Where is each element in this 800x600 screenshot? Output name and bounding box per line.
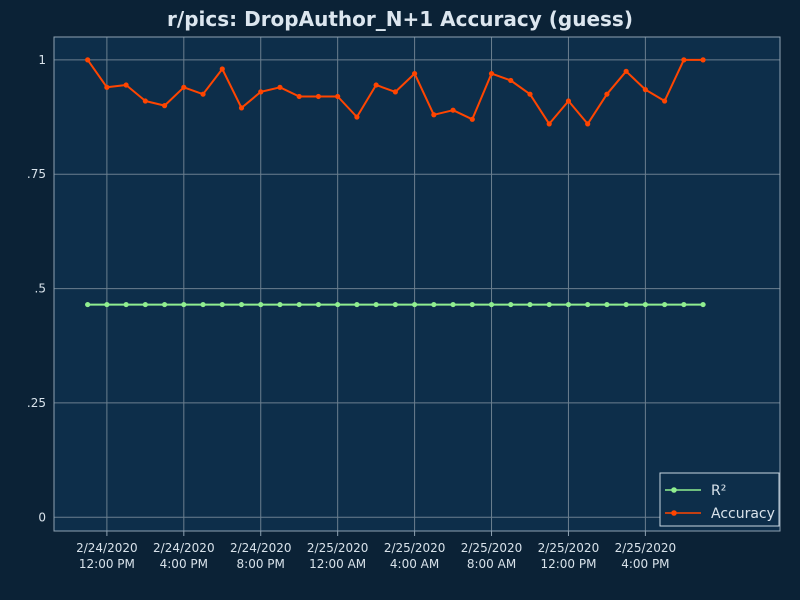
data-point-r2 (258, 301, 264, 308)
x-tick-label-date: 2/25/2020 (384, 541, 446, 555)
data-point-r2 (104, 301, 110, 308)
data-point-accuracy (604, 91, 610, 97)
data-point-accuracy (411, 70, 418, 77)
data-point-accuracy (335, 93, 341, 100)
data-point-accuracy (565, 98, 572, 104)
y-tick-label: 1 (38, 53, 46, 67)
data-point-r2 (85, 301, 91, 308)
data-point-r2 (431, 301, 437, 308)
legend-label-accuracy: Accuracy (711, 506, 775, 522)
data-point-accuracy (546, 121, 552, 127)
x-tick-label-time: 8:00 PM (237, 557, 285, 571)
y-tick-label: .5 (35, 282, 46, 296)
data-point-accuracy (623, 68, 629, 74)
data-point-accuracy (277, 84, 283, 90)
legend-box (659, 472, 780, 527)
data-point-accuracy (315, 93, 322, 100)
data-point-accuracy (258, 89, 264, 95)
data-point-accuracy (431, 112, 437, 118)
data-point-r2 (335, 301, 341, 308)
data-point-r2 (585, 301, 591, 308)
y-tick-label: .75 (27, 167, 46, 181)
plot-area (54, 37, 780, 531)
data-point-r2 (469, 301, 475, 308)
x-tick-label-time: 4:00 PM (621, 557, 669, 571)
x-tick-label-time: 4:00 PM (160, 557, 208, 571)
x-tick-label-time: 12:00 PM (540, 557, 596, 571)
data-point-r2 (700, 301, 706, 308)
data-point-accuracy (161, 103, 168, 109)
data-point-r2 (488, 301, 495, 308)
data-point-r2 (123, 301, 129, 308)
data-point-accuracy (700, 57, 706, 63)
data-point-accuracy (85, 57, 91, 63)
x-tick-label-time: 12:00 AM (309, 557, 366, 571)
data-point-accuracy (662, 98, 668, 104)
data-point-accuracy (296, 93, 302, 100)
data-point-r2 (354, 301, 360, 308)
data-point-r2 (546, 301, 552, 308)
x-tick-label-date: 2/24/2020 (230, 541, 292, 555)
data-point-accuracy (527, 91, 533, 97)
x-tick-label-time: 4:00 AM (390, 557, 439, 571)
data-point-r2 (315, 301, 322, 308)
x-tick-label-date: 2/25/2020 (615, 541, 677, 555)
data-point-r2 (373, 301, 379, 308)
data-point-r2 (181, 301, 187, 308)
data-point-accuracy (219, 66, 225, 72)
data-point-r2 (527, 301, 533, 308)
data-point-accuracy (469, 116, 475, 122)
data-point-accuracy (373, 82, 379, 88)
data-point-accuracy (392, 89, 398, 95)
data-point-accuracy (123, 82, 129, 88)
data-point-r2 (411, 301, 418, 308)
data-point-accuracy (450, 107, 456, 113)
data-point-r2 (238, 301, 245, 308)
y-tick-label: 0 (38, 510, 46, 524)
data-point-r2 (161, 301, 168, 308)
data-point-r2 (508, 301, 514, 308)
data-point-accuracy (681, 57, 687, 63)
data-point-r2 (392, 301, 398, 308)
data-point-accuracy (181, 84, 187, 90)
data-point-accuracy (238, 105, 245, 111)
data-point-r2 (681, 301, 687, 308)
data-point-r2 (565, 301, 572, 308)
data-point-accuracy (200, 91, 206, 97)
data-point-r2 (296, 301, 302, 308)
data-point-accuracy (642, 87, 648, 93)
chart-title: r/pics: DropAuthor_N+1 Accuracy (guess) (167, 7, 633, 31)
data-point-accuracy (104, 84, 110, 90)
data-point-r2 (450, 301, 456, 308)
x-tick-label-date: 2/24/2020 (76, 541, 138, 555)
data-point-r2 (142, 301, 148, 308)
x-tick-label-date: 2/25/2020 (307, 541, 369, 555)
plot-frame (53, 36, 781, 532)
data-point-accuracy (354, 114, 360, 120)
data-point-r2 (662, 301, 668, 308)
x-tick-label-time: 12:00 PM (79, 557, 135, 571)
data-point-r2 (604, 301, 610, 308)
data-point-r2 (642, 301, 648, 308)
data-point-accuracy (488, 70, 495, 77)
data-point-accuracy (508, 77, 514, 84)
data-point-r2 (277, 301, 283, 308)
y-tick-label: .25 (27, 396, 46, 410)
data-point-r2 (623, 301, 629, 308)
x-tick-label-date: 2/25/2020 (538, 541, 600, 555)
x-tick-label-time: 8:00 AM (467, 557, 516, 571)
data-point-r2 (219, 301, 225, 308)
x-tick-label-date: 2/24/2020 (153, 541, 215, 555)
data-point-accuracy (142, 98, 148, 104)
legend-label-r2: R² (711, 483, 726, 499)
data-point-accuracy (585, 121, 591, 127)
data-point-r2 (200, 301, 206, 308)
legend-marker-accuracy (671, 510, 677, 516)
legend-marker-r2 (671, 487, 677, 493)
x-tick-label-date: 2/25/2020 (461, 541, 523, 555)
